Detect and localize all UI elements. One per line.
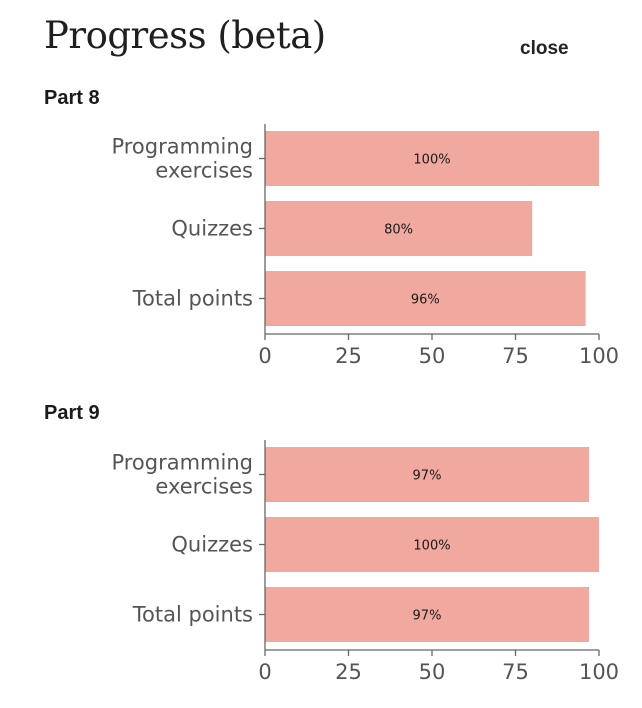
category-label: Total points [132, 287, 253, 311]
bar-value-label: 100% [413, 153, 450, 168]
bar-2 [265, 517, 599, 572]
page-title: Progress (beta) [44, 14, 326, 57]
bar-3 [265, 587, 589, 642]
part-8-heading: Part 8 [44, 87, 100, 109]
x-tick-label: 50 [419, 660, 446, 684]
category-label: Programming exercises [111, 135, 253, 183]
bar-value-label: 80% [384, 223, 413, 238]
close-button[interactable]: close [520, 38, 569, 59]
category-label: Total points [132, 603, 253, 627]
x-tick-label: 0 [258, 660, 271, 684]
x-tick-label: 100 [579, 344, 619, 368]
x-tick-label: 25 [335, 660, 362, 684]
x-tick-label: 75 [502, 344, 529, 368]
x-tick-label: 25 [335, 344, 362, 368]
bar-1 [265, 131, 599, 186]
category-label: Quizzes [171, 217, 253, 241]
part-9-heading: Part 9 [44, 402, 100, 424]
bar-value-label: 97% [413, 609, 442, 624]
bar-value-label: 100% [413, 539, 450, 554]
x-tick-label: 100 [579, 660, 619, 684]
bar-1 [265, 447, 589, 502]
category-label: Programming exercises [111, 451, 253, 499]
bar-2 [265, 201, 533, 256]
category-label: Quizzes [171, 533, 253, 557]
bar-value-label: 97% [413, 469, 442, 484]
bar-value-label: 96% [411, 293, 440, 308]
x-tick-label: 50 [419, 344, 446, 368]
bar-3 [265, 271, 586, 326]
x-tick-label: 0 [258, 344, 271, 368]
x-tick-label: 75 [502, 660, 529, 684]
